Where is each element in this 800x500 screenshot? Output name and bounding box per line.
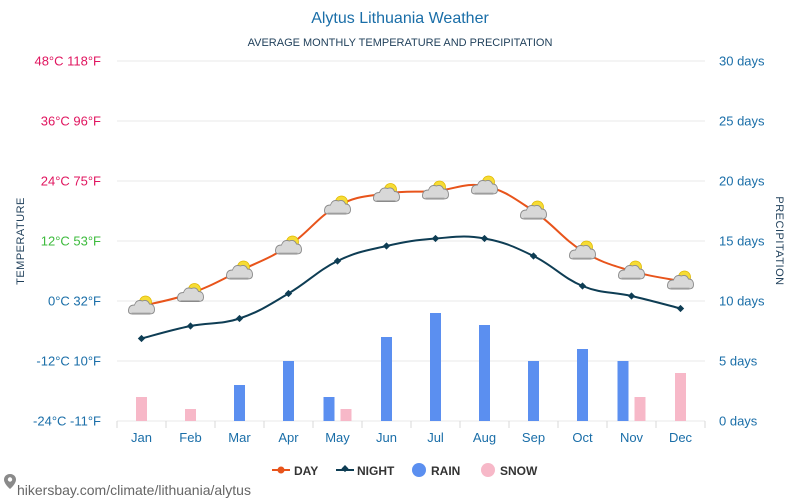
rain-bar[interactable] — [430, 313, 441, 421]
rain-bar[interactable] — [323, 397, 335, 421]
night-line — [141, 235, 681, 340]
sun-behind-cloud-icon — [618, 260, 645, 280]
sun-behind-cloud-icon — [422, 180, 449, 200]
y-left-tick-label: 24°C 75°F — [41, 174, 101, 189]
night-point[interactable] — [578, 282, 587, 290]
sun-behind-cloud-icon — [128, 295, 155, 315]
left-axis-ticks: -24°C -11°F -12°C 10°F 0°C 32°F 12°C 53°F 24… — [33, 54, 101, 429]
chart-subtitle: AVERAGE MONTHLY TEMPERATURE AND PRECIPIT… — [248, 37, 553, 49]
legend-label-night: NIGHT — [357, 464, 395, 478]
y-right-tick-label: 30 days — [719, 54, 765, 69]
rain-bar[interactable] — [479, 325, 490, 421]
y-left-tick-label: 12°C 53°F — [41, 234, 101, 249]
legend-item-day[interactable]: DAY — [272, 464, 318, 478]
x-tick-label: May — [325, 430, 350, 445]
legend-label-snow: SNOW — [500, 464, 538, 478]
night-point[interactable] — [284, 289, 293, 298]
snow-bar[interactable] — [340, 409, 352, 421]
x-tick-label: Mar — [228, 430, 251, 445]
y-right-tick-label: 15 days — [719, 234, 765, 249]
sun-behind-cloud-icon — [275, 235, 302, 255]
sun-behind-cloud-icon — [177, 283, 204, 302]
rain-bar[interactable] — [234, 385, 245, 421]
y-right-tick-label: 0 days — [719, 414, 758, 429]
night-point[interactable] — [529, 252, 538, 260]
rain-bar[interactable] — [283, 361, 294, 421]
x-axis-ticks: Jan Feb Mar Apr May Jun Jul Aug Sep Oct Nov Dec — [116, 421, 706, 445]
legend: DAY NIGHT RAIN SNOW — [272, 463, 538, 478]
temperature-lines — [137, 183, 685, 343]
night-point[interactable] — [382, 242, 391, 250]
x-tick-label: Nov — [620, 430, 644, 445]
legend-item-night[interactable]: NIGHT — [336, 464, 395, 478]
y-right-axis-label: PRECIPITATION — [773, 196, 785, 285]
grid-lines — [117, 60, 705, 422]
sun-behind-cloud-icon — [667, 270, 694, 290]
night-point[interactable] — [137, 334, 146, 343]
legend-label-rain: RAIN — [431, 464, 460, 478]
rain-bar[interactable] — [381, 337, 392, 421]
y-left-tick-label: 48°C 118°F — [34, 54, 101, 69]
x-tick-label: Dec — [669, 430, 693, 445]
sun-behind-cloud-icon — [471, 175, 498, 195]
night-point[interactable] — [333, 257, 342, 265]
y-left-tick-label: 0°C 32°F — [48, 294, 101, 309]
y-left-axis-label: TEMPERATURE — [15, 197, 27, 285]
source-text: hikersbay.com/climate/lithuania/alytus — [17, 482, 251, 498]
legend-item-rain[interactable]: RAIN — [412, 463, 460, 478]
x-tick-label: Sep — [522, 430, 545, 445]
snow-bar[interactable] — [136, 397, 147, 421]
rain-bar[interactable] — [577, 349, 588, 421]
x-tick-label: Jun — [376, 430, 397, 445]
x-tick-label: Jan — [131, 430, 152, 445]
night-point[interactable] — [235, 314, 244, 323]
night-point[interactable] — [676, 304, 685, 313]
y-right-tick-label: 20 days — [719, 174, 765, 189]
right-axis-ticks: 0 days 5 days 10 days 15 days 20 days 25 days… — [719, 54, 765, 429]
x-tick-label: Apr — [278, 430, 299, 445]
night-point[interactable] — [431, 234, 440, 243]
rain-bar[interactable] — [528, 361, 539, 421]
y-right-tick-label: 5 days — [719, 354, 758, 369]
source-link[interactable]: hikersbay.com/climate/lithuania/alytus — [4, 474, 251, 498]
legend-item-snow[interactable]: SNOW — [481, 463, 538, 478]
x-tick-label: Feb — [179, 430, 201, 445]
chart-title: Alytus Lithuania Weather — [311, 10, 489, 27]
rain-bar[interactable] — [617, 361, 629, 421]
day-line — [141, 183, 681, 307]
x-tick-label: Aug — [473, 430, 496, 445]
snow-bar[interactable] — [185, 409, 196, 421]
night-point[interactable] — [186, 322, 195, 330]
precipitation-bars — [136, 313, 686, 421]
night-point[interactable] — [480, 234, 489, 243]
y-left-tick-label: -24°C -11°F — [33, 414, 101, 429]
x-tick-label: Oct — [572, 430, 593, 445]
location-pin-icon — [4, 474, 16, 489]
x-tick-label: Jul — [427, 430, 444, 445]
snow-bar[interactable] — [675, 373, 686, 421]
night-point[interactable] — [627, 292, 636, 300]
y-left-tick-label: 36°C 96°F — [41, 114, 101, 129]
y-right-tick-label: 10 days — [719, 294, 765, 309]
sun-behind-cloud-icon — [373, 183, 400, 202]
legend-label-day: DAY — [294, 464, 318, 478]
sun-behind-cloud-icon — [324, 195, 351, 215]
snow-bar[interactable] — [634, 397, 646, 421]
sun-behind-cloud-icon — [226, 260, 253, 280]
y-right-tick-label: 25 days — [719, 114, 765, 129]
y-left-tick-label: -12°C 10°F — [36, 354, 101, 369]
